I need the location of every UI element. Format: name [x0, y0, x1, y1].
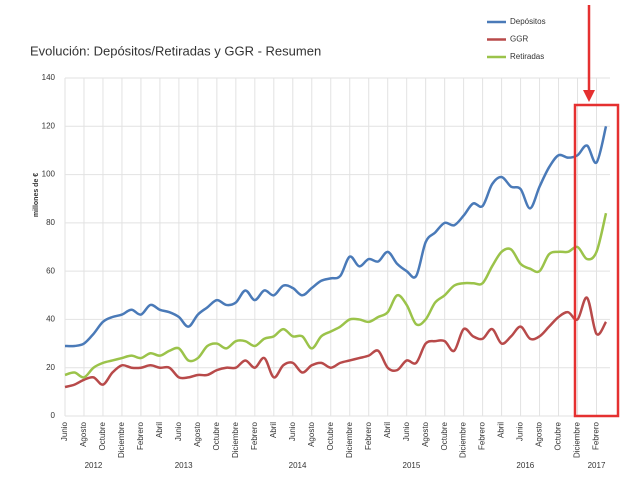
legend-label: Depósitos — [510, 17, 546, 26]
arrow-head — [583, 90, 595, 102]
year-label: 2017 — [588, 461, 606, 470]
legend-label: GGR — [510, 35, 528, 44]
x-tick-label: Junio — [516, 421, 525, 441]
chart-title: Evolución: Depósitos/Retiradas y GGR - R… — [30, 43, 321, 58]
year-label: 2014 — [289, 461, 307, 470]
y-tick-label: 100 — [42, 170, 56, 179]
y-axis-label: millones de € — [33, 173, 40, 217]
x-tick-label: Diciembre — [345, 421, 354, 458]
x-tick-label: Agosto — [193, 421, 202, 446]
year-label: 2016 — [516, 461, 534, 470]
x-tick-label: Abril — [383, 422, 392, 438]
x-tick-label: Agosto — [307, 421, 316, 446]
x-tick-label: Febrero — [478, 421, 487, 450]
x-tick-label: Junio — [60, 421, 69, 441]
y-tick-label: 60 — [46, 266, 55, 275]
year-label: 2015 — [403, 461, 421, 470]
x-tick-label: Agosto — [421, 421, 430, 446]
x-tick-label: Octubre — [440, 421, 449, 450]
year-label: 2012 — [85, 461, 103, 470]
highlight-box — [573, 103, 620, 418]
x-tick-label: Octubre — [98, 421, 107, 450]
series-line — [64, 125, 608, 348]
x-tick-label: Agosto — [79, 421, 88, 446]
x-tick-label: Octubre — [554, 421, 563, 450]
y-tick-label: 120 — [42, 121, 56, 130]
x-tick-label: Febrero — [364, 421, 373, 450]
x-tick-label: Octubre — [212, 421, 221, 450]
x-tick-label: Febrero — [136, 421, 145, 450]
x-tick-label: Diciembre — [117, 421, 126, 458]
x-tick-label: Octubre — [326, 421, 335, 450]
year-label: 2013 — [175, 461, 193, 470]
x-tick-label: Diciembre — [459, 421, 468, 458]
series-line — [64, 296, 608, 389]
x-tick-label: Febrero — [250, 421, 259, 450]
x-tick-label: Abril — [497, 422, 506, 438]
x-tick-label: Agosto — [535, 421, 544, 446]
x-tick-label: Abril — [269, 422, 278, 438]
x-tick-label: Febrero — [592, 421, 601, 450]
x-tick-label: Junio — [402, 421, 411, 441]
y-tick-label: 140 — [42, 73, 56, 82]
legend-label: Retiradas — [510, 52, 544, 61]
x-tick-label: Abril — [155, 422, 164, 438]
x-tick-label: Junio — [174, 421, 183, 441]
x-tick-label: Diciembre — [573, 421, 582, 458]
y-tick-label: 80 — [46, 218, 55, 227]
series-line — [64, 212, 608, 379]
y-tick-label: 40 — [46, 315, 55, 324]
x-tick-label: Diciembre — [231, 421, 240, 458]
y-tick-label: 0 — [51, 411, 56, 420]
x-tick-label: Junio — [288, 421, 297, 441]
y-tick-label: 20 — [46, 363, 55, 372]
